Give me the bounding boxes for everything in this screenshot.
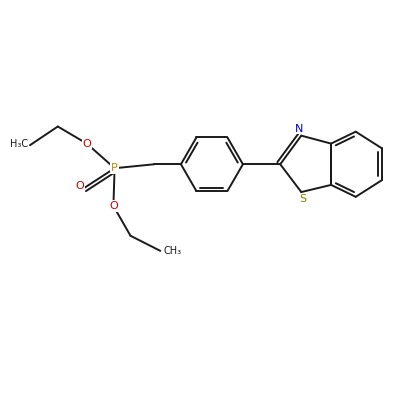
Text: S: S <box>300 194 307 204</box>
Text: O: O <box>109 201 118 211</box>
Text: O: O <box>82 138 91 148</box>
Text: O: O <box>76 181 84 191</box>
Text: N: N <box>295 124 304 134</box>
Text: H₃C: H₃C <box>10 139 28 149</box>
Text: P: P <box>111 163 118 173</box>
Text: CH₃: CH₃ <box>164 246 182 256</box>
